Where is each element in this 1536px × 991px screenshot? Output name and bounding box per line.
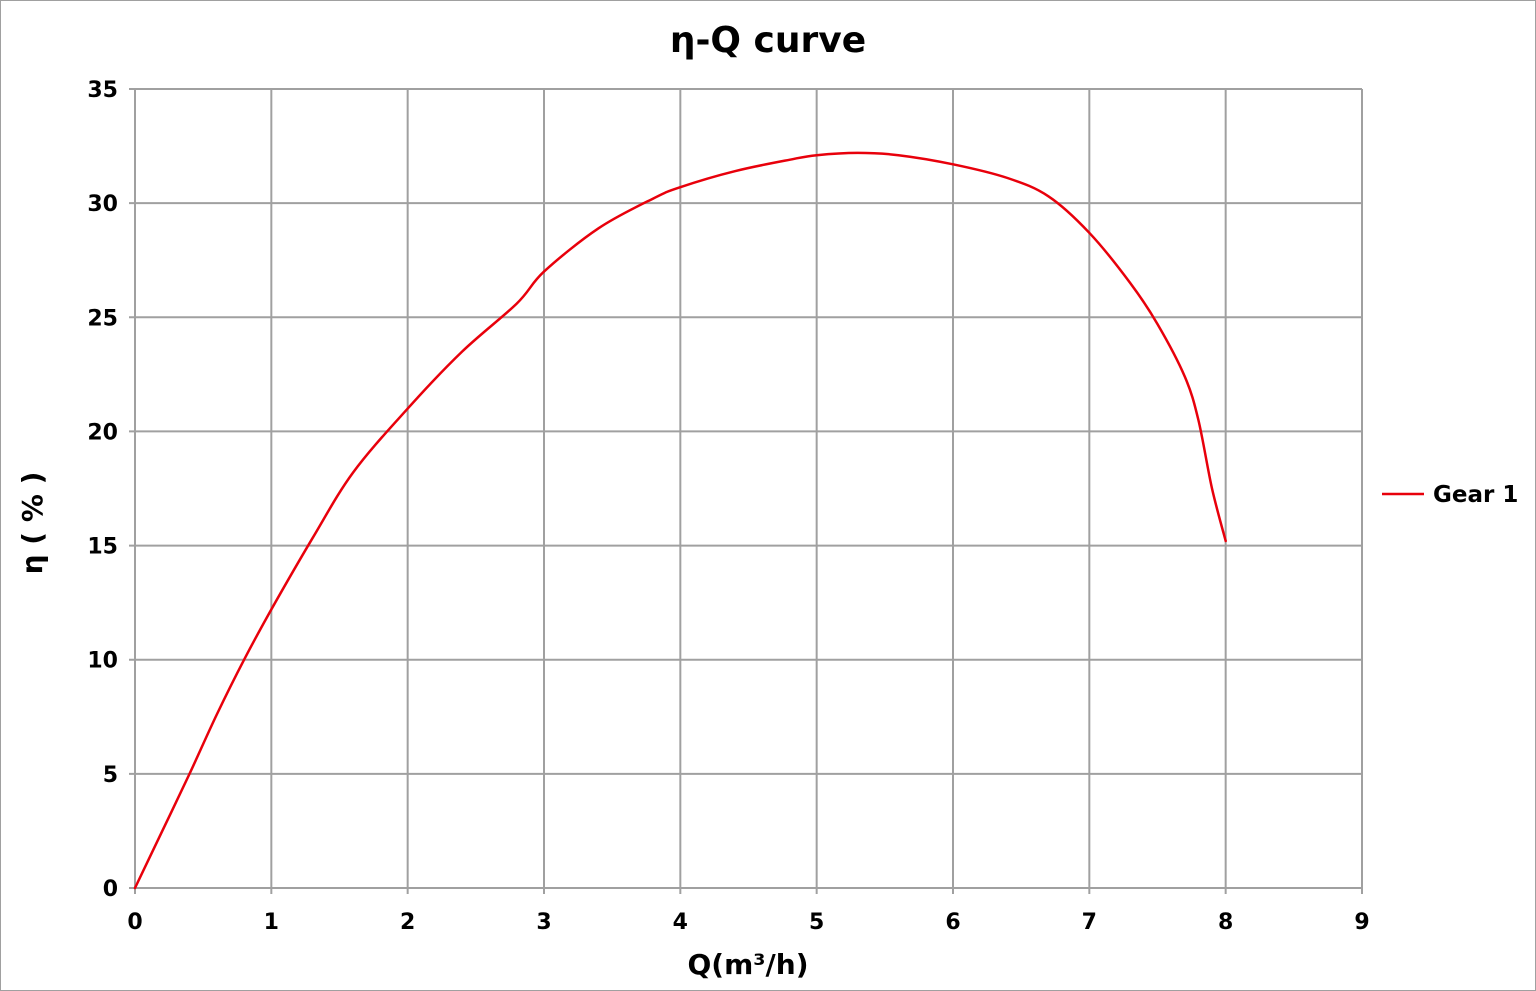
y-axis-label: η ( % ) xyxy=(16,472,49,575)
x-tick-label: 1 xyxy=(264,910,279,935)
x-tick-label: 2 xyxy=(400,910,415,935)
grid-lines xyxy=(129,88,1363,894)
legend: Gear 1 xyxy=(1382,482,1518,508)
legend-label-gear-1: Gear 1 xyxy=(1433,482,1518,508)
y-tick-label: 35 xyxy=(87,78,118,103)
y-tick-label: 5 xyxy=(103,763,118,788)
x-tick-label: 0 xyxy=(127,910,142,935)
chart-title: η-Q curve xyxy=(670,20,866,61)
x-axis-label: Q(m³/h) xyxy=(688,948,809,981)
x-tick-label: 9 xyxy=(1354,910,1369,935)
series-line-gear-1 xyxy=(133,151,1227,890)
x-tick-label: 3 xyxy=(536,910,551,935)
y-tick-label: 25 xyxy=(87,306,118,331)
x-tick-label: 8 xyxy=(1218,910,1233,935)
y-tick-label: 30 xyxy=(87,192,118,217)
y-tick-label: 20 xyxy=(87,420,118,445)
x-tick-label: 5 xyxy=(809,910,824,935)
y-tick-label: 10 xyxy=(87,649,118,674)
y-tick-label: 15 xyxy=(87,535,118,560)
x-tick-label: 4 xyxy=(673,910,688,935)
y-tick-label: 0 xyxy=(103,877,118,902)
x-tick-label: 6 xyxy=(945,910,960,935)
y-tick-labels: 0 5 10 15 20 25 30 35 xyxy=(87,78,118,902)
x-tick-labels: 0 1 2 3 4 5 6 7 8 9 xyxy=(127,910,1369,935)
x-tick-label: 7 xyxy=(1082,910,1097,935)
